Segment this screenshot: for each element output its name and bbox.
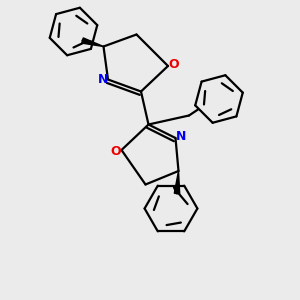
Text: O: O: [168, 58, 179, 71]
Polygon shape: [82, 38, 104, 46]
Text: N: N: [176, 130, 187, 143]
Polygon shape: [174, 171, 180, 194]
Text: N: N: [98, 73, 108, 86]
Text: O: O: [110, 145, 121, 158]
